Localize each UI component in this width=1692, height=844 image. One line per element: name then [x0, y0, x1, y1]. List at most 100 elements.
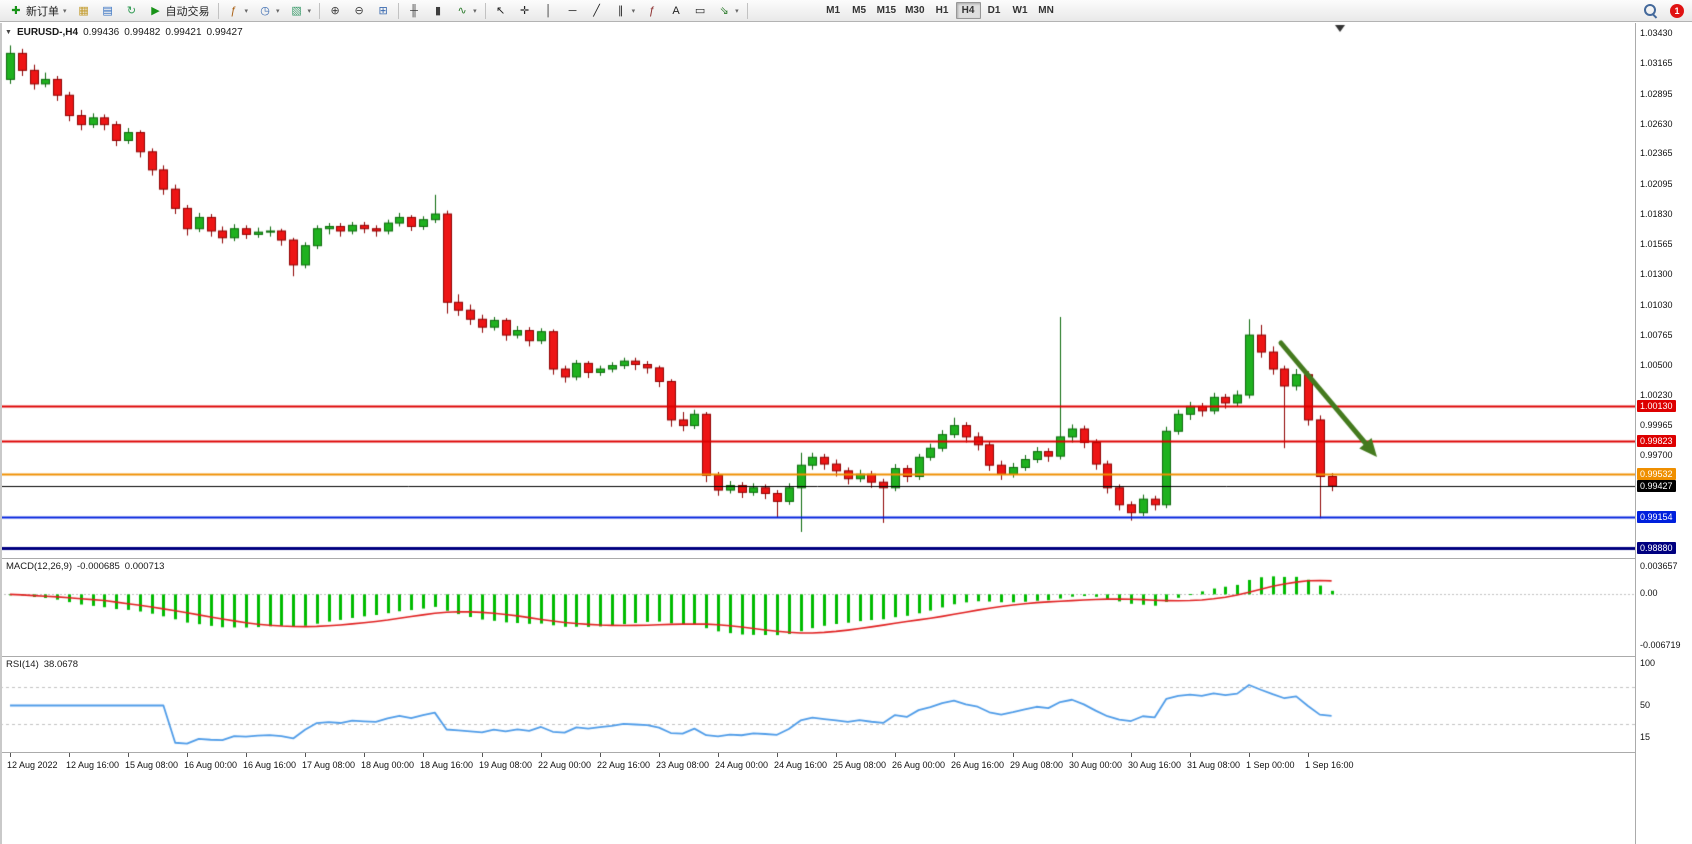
vertical-line-icon: │	[545, 4, 553, 17]
time-tick	[1190, 753, 1191, 757]
toolbar-separator	[217, 2, 219, 19]
toolbar: ✚ 新订单 ▾ ▦ ▤ ↻ ▶ 自动交易 ƒ ▾ ◷ ▾ ▧ ▾ ⊕ ⊖ ⊞ ╫ ▮ ∿ ▾ ↖ ✛ │ ─ ╱ ∥ ▾ ƒ A ▭ ⇘ ▾ M…	[0, 0, 1692, 22]
price-tick: 1.00500	[1640, 359, 1673, 370]
profiles-icon: ▤	[102, 4, 113, 17]
horizontal-line-button[interactable]: ─	[561, 1, 585, 20]
channel-icon: ∥	[617, 4, 624, 17]
macd-canvas[interactable]	[0, 559, 1635, 656]
time-tick	[836, 753, 837, 757]
bar-chart-button[interactable]: ╫	[402, 1, 426, 20]
time-axis[interactable]: 12 Aug 2022 12 Aug 16:00 15 Aug 08:00 16 Au…	[0, 752, 1635, 782]
tile-windows-button[interactable]: ⊞	[371, 1, 395, 20]
price-tick: 1.02365	[1640, 148, 1673, 159]
time-label: 31 Aug 08:00	[1187, 760, 1241, 770]
timeframe-m30-button[interactable]: M30	[905, 5, 925, 16]
indicators-list-button[interactable]: ƒ ▾	[222, 1, 254, 20]
time-tick	[364, 753, 365, 757]
autotrading-label: 自动交易	[165, 5, 210, 18]
line-chart-button[interactable]: ∿ ▾	[450, 1, 482, 20]
rsi-panel-separator[interactable]	[0, 656, 1692, 657]
periods-button[interactable]: ◷ ▾	[253, 1, 285, 20]
horizontal-line-icon: ─	[568, 4, 577, 17]
time-tick	[482, 753, 483, 757]
arrows-button[interactable]: ⇘ ▾	[712, 1, 744, 20]
time-tick	[128, 753, 129, 757]
timeframe-m1-button[interactable]: M1	[826, 5, 841, 16]
timeframe-d1-button[interactable]: D1	[987, 5, 1001, 16]
templates-button[interactable]: ▧ ▾	[285, 1, 317, 20]
candlestick-chart-button[interactable]: ▮	[426, 1, 450, 20]
macd-panel-separator[interactable]	[0, 558, 1692, 559]
time-label: 22 Aug 16:00	[597, 760, 651, 770]
rsi-name: RSI(14)	[6, 659, 39, 670]
price-tick: 1.01565	[1640, 239, 1673, 249]
timeframe-toolbar: M1 M5 M15 M30 H1 H4 D1 W1 MN	[821, 2, 1059, 19]
time-tick	[659, 753, 660, 757]
main-chart-canvas[interactable]	[0, 23, 1635, 558]
tile-windows-icon: ⊞	[378, 4, 388, 17]
price-level-label: 0.99532	[1637, 468, 1676, 481]
profiles-button[interactable]: ▤	[96, 1, 120, 20]
time-tick	[1131, 753, 1132, 757]
new-chart-icon: ▦	[78, 4, 89, 17]
channel-button[interactable]: ∥ ▾	[609, 1, 641, 20]
channel-caret-icon: ▾	[631, 7, 636, 15]
new-chart-button[interactable]: ▦	[72, 1, 96, 20]
rsi-scale-tick: 50	[1640, 699, 1651, 710]
zoom-out-icon: ⊖	[354, 4, 364, 17]
cursor-button[interactable]: ↖	[489, 1, 513, 20]
time-label: 29 Aug 08:00	[1010, 760, 1064, 770]
text-button[interactable]: A	[664, 1, 688, 20]
zoom-in-icon: ⊕	[330, 4, 340, 17]
expand-icon[interactable]: ▼	[5, 29, 12, 36]
price-scale[interactable]: 1.03430 1.03165 1.02895 1.02630 1.02365 1.020…	[1635, 23, 1692, 844]
timeframe-m15-button[interactable]: M15	[876, 5, 897, 16]
timeframe-h4-button[interactable]: H4	[955, 2, 981, 19]
time-label: 16 Aug 00:00	[184, 760, 238, 770]
price-tick: 1.01030	[1640, 299, 1673, 310]
symbol-name: EURUSD-,H4	[16, 27, 79, 38]
zoom-in-button[interactable]: ⊕	[323, 1, 347, 20]
trendline-button[interactable]: ╱	[585, 1, 609, 20]
price-tick: 1.00230	[1640, 390, 1673, 401]
price-tick: 1.01830	[1640, 209, 1673, 220]
time-tick	[1308, 753, 1309, 757]
search-button[interactable]	[1639, 1, 1662, 20]
ohlc-high: 0.99482	[124, 27, 161, 38]
time-label: 1 Sep 16:00	[1305, 760, 1354, 770]
macd-scale-tick: 0.003657	[1640, 561, 1678, 571]
time-tick	[246, 753, 247, 757]
time-label: 16 Aug 16:00	[243, 760, 297, 770]
time-label: 12 Aug 16:00	[66, 760, 120, 770]
timeframe-h1-button[interactable]: H1	[935, 5, 949, 16]
time-label: 17 Aug 08:00	[302, 760, 356, 770]
timeframe-m5-button[interactable]: M5	[852, 5, 867, 16]
zoom-out-button[interactable]: ⊖	[347, 1, 371, 20]
notification-badge[interactable]: 1	[1670, 3, 1684, 18]
macd-label: MACD(12,26,9) -0.000685 0.000713	[6, 561, 164, 572]
new-order-button[interactable]: ✚ 新订单 ▾	[4, 1, 72, 20]
toolbar-right: 1	[1639, 1, 1688, 20]
timeframe-mn-button[interactable]: MN	[1038, 5, 1054, 16]
price-tick: 0.99965	[1640, 420, 1673, 431]
crosshair-icon: ✛	[519, 4, 530, 17]
fibonacci-button[interactable]: ƒ	[640, 1, 664, 20]
timeframe-w1-button[interactable]: W1	[1012, 5, 1028, 16]
refresh-button[interactable]: ↻	[120, 1, 144, 20]
time-tick	[600, 753, 601, 757]
macd-name: MACD(12,26,9)	[6, 561, 72, 572]
periods-icon: ◷	[260, 4, 270, 17]
price-tick: 1.03165	[1640, 57, 1673, 68]
new-order-label: 新订单	[26, 5, 59, 18]
crosshair-button[interactable]: ✛	[513, 1, 537, 20]
autotrading-button[interactable]: ▶ 自动交易	[144, 1, 215, 20]
chart-title: ▼ EURUSD-,H4 0.99436 0.99482 0.99421 0.9…	[5, 27, 243, 38]
new-order-icon: ✚	[11, 4, 21, 17]
indicators-list-icon: ƒ	[230, 4, 237, 17]
time-tick	[305, 753, 306, 757]
candlestick-chart-icon: ▮	[435, 4, 442, 17]
label-button[interactable]: ▭	[688, 1, 712, 20]
indicators-list-caret-icon: ▾	[244, 7, 249, 15]
rsi-canvas[interactable]	[0, 657, 1635, 752]
vertical-line-button[interactable]: │	[537, 1, 561, 20]
